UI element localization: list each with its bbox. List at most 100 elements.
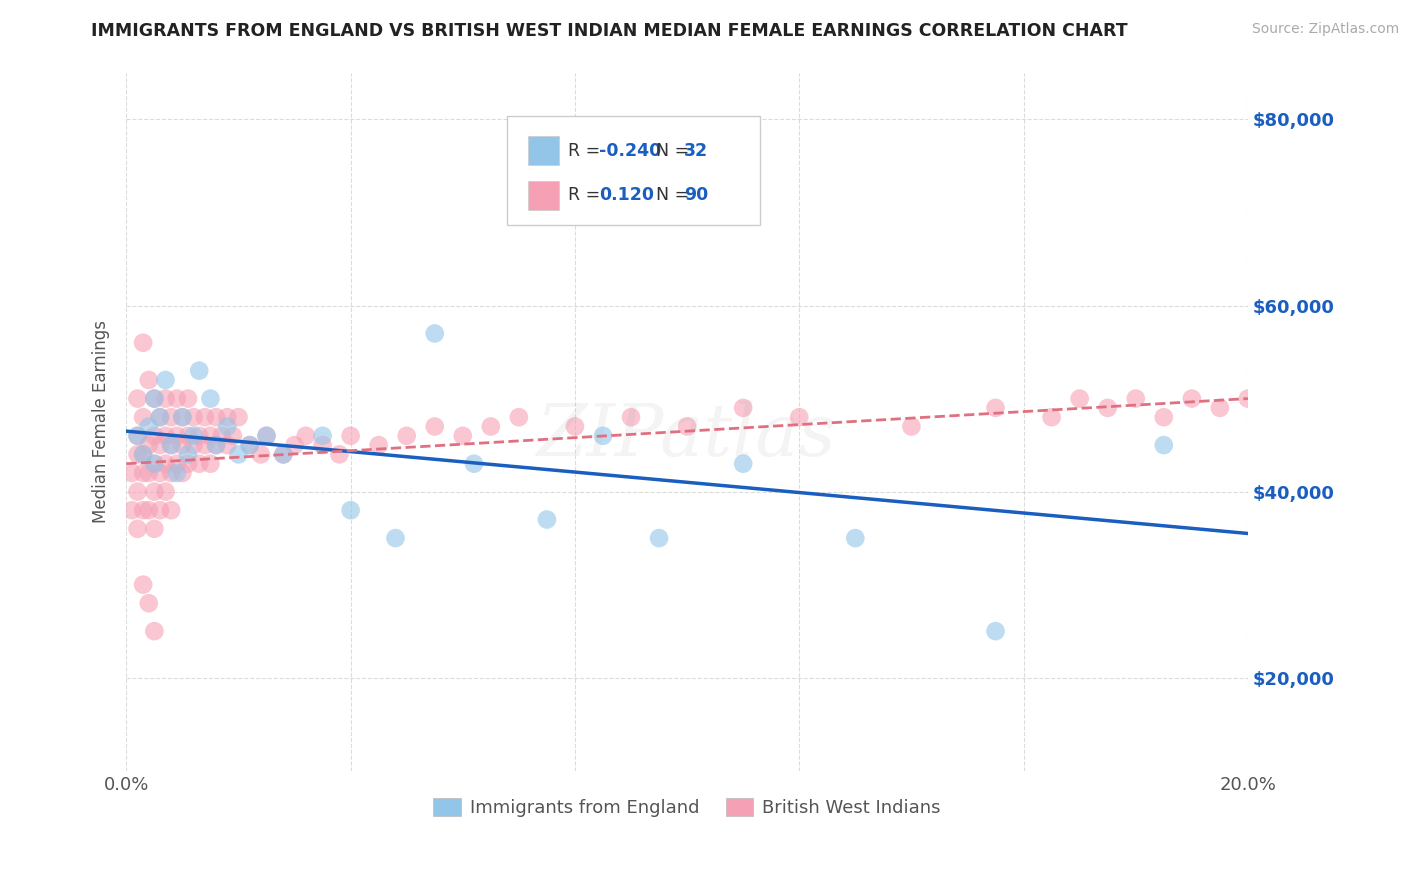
- Point: [984, 624, 1007, 639]
- Point: [143, 429, 166, 443]
- Point: [239, 438, 262, 452]
- Point: [200, 457, 222, 471]
- Point: [395, 429, 418, 443]
- Point: [132, 410, 155, 425]
- Text: 32: 32: [683, 142, 707, 160]
- Point: [160, 410, 183, 425]
- Point: [138, 503, 160, 517]
- Point: [222, 429, 245, 443]
- Point: [283, 438, 305, 452]
- Point: [228, 410, 250, 425]
- Point: [127, 522, 149, 536]
- Point: [166, 466, 188, 480]
- Point: [183, 438, 205, 452]
- Point: [1125, 392, 1147, 406]
- Point: [138, 438, 160, 452]
- Point: [183, 429, 205, 443]
- Point: [294, 429, 316, 443]
- Text: R =: R =: [568, 186, 606, 204]
- Point: [177, 392, 200, 406]
- Point: [1069, 392, 1091, 406]
- Point: [1097, 401, 1119, 415]
- Point: [479, 419, 502, 434]
- Point: [183, 410, 205, 425]
- Point: [149, 466, 172, 480]
- Point: [132, 466, 155, 480]
- Text: IMMIGRANTS FROM ENGLAND VS BRITISH WEST INDIAN MEDIAN FEMALE EARNINGS CORRELATIO: IMMIGRANTS FROM ENGLAND VS BRITISH WEST …: [91, 22, 1128, 40]
- Point: [384, 531, 406, 545]
- Point: [132, 447, 155, 461]
- Text: N =: N =: [655, 142, 695, 160]
- Text: 90: 90: [683, 186, 707, 204]
- Point: [138, 419, 160, 434]
- Point: [451, 429, 474, 443]
- Point: [188, 429, 211, 443]
- Point: [143, 484, 166, 499]
- Text: Source: ZipAtlas.com: Source: ZipAtlas.com: [1251, 22, 1399, 37]
- Point: [138, 373, 160, 387]
- Legend: Immigrants from England, British West Indians: Immigrants from England, British West In…: [426, 790, 948, 824]
- Point: [155, 457, 177, 471]
- Point: [508, 410, 530, 425]
- Point: [311, 438, 333, 452]
- Point: [155, 392, 177, 406]
- Point: [177, 429, 200, 443]
- Point: [787, 410, 810, 425]
- Point: [160, 438, 183, 452]
- Point: [1209, 401, 1232, 415]
- Point: [733, 401, 755, 415]
- Point: [127, 392, 149, 406]
- Point: [166, 429, 188, 443]
- Point: [463, 457, 485, 471]
- Point: [205, 438, 228, 452]
- Point: [648, 531, 671, 545]
- Point: [155, 373, 177, 387]
- Point: [239, 438, 262, 452]
- Point: [273, 447, 295, 461]
- Point: [177, 447, 200, 461]
- Point: [127, 484, 149, 499]
- Point: [311, 429, 333, 443]
- Point: [172, 410, 194, 425]
- Point: [143, 457, 166, 471]
- Point: [564, 419, 586, 434]
- Point: [592, 429, 614, 443]
- Text: ZIPatlas: ZIPatlas: [537, 401, 837, 471]
- Point: [1181, 392, 1204, 406]
- Point: [149, 410, 172, 425]
- Y-axis label: Median Female Earnings: Median Female Earnings: [93, 320, 110, 524]
- Point: [200, 429, 222, 443]
- Point: [217, 410, 239, 425]
- Point: [143, 457, 166, 471]
- Point: [132, 447, 155, 461]
- Point: [1153, 438, 1175, 452]
- Point: [166, 457, 188, 471]
- Point: [160, 438, 183, 452]
- Point: [138, 466, 160, 480]
- Point: [367, 438, 389, 452]
- Point: [217, 438, 239, 452]
- Point: [149, 438, 172, 452]
- Point: [143, 392, 166, 406]
- Point: [127, 447, 149, 461]
- Point: [166, 392, 188, 406]
- Point: [127, 429, 149, 443]
- Point: [733, 457, 755, 471]
- Point: [1153, 410, 1175, 425]
- Point: [423, 419, 446, 434]
- Point: [844, 531, 866, 545]
- Point: [250, 447, 273, 461]
- Point: [172, 466, 194, 480]
- Point: [143, 624, 166, 639]
- Point: [339, 503, 361, 517]
- Point: [132, 503, 155, 517]
- Text: 0.120: 0.120: [599, 186, 654, 204]
- Point: [143, 392, 166, 406]
- Point: [200, 392, 222, 406]
- Point: [676, 419, 699, 434]
- Point: [273, 447, 295, 461]
- Point: [121, 503, 143, 517]
- Point: [1040, 410, 1063, 425]
- Point: [160, 503, 183, 517]
- Point: [211, 429, 233, 443]
